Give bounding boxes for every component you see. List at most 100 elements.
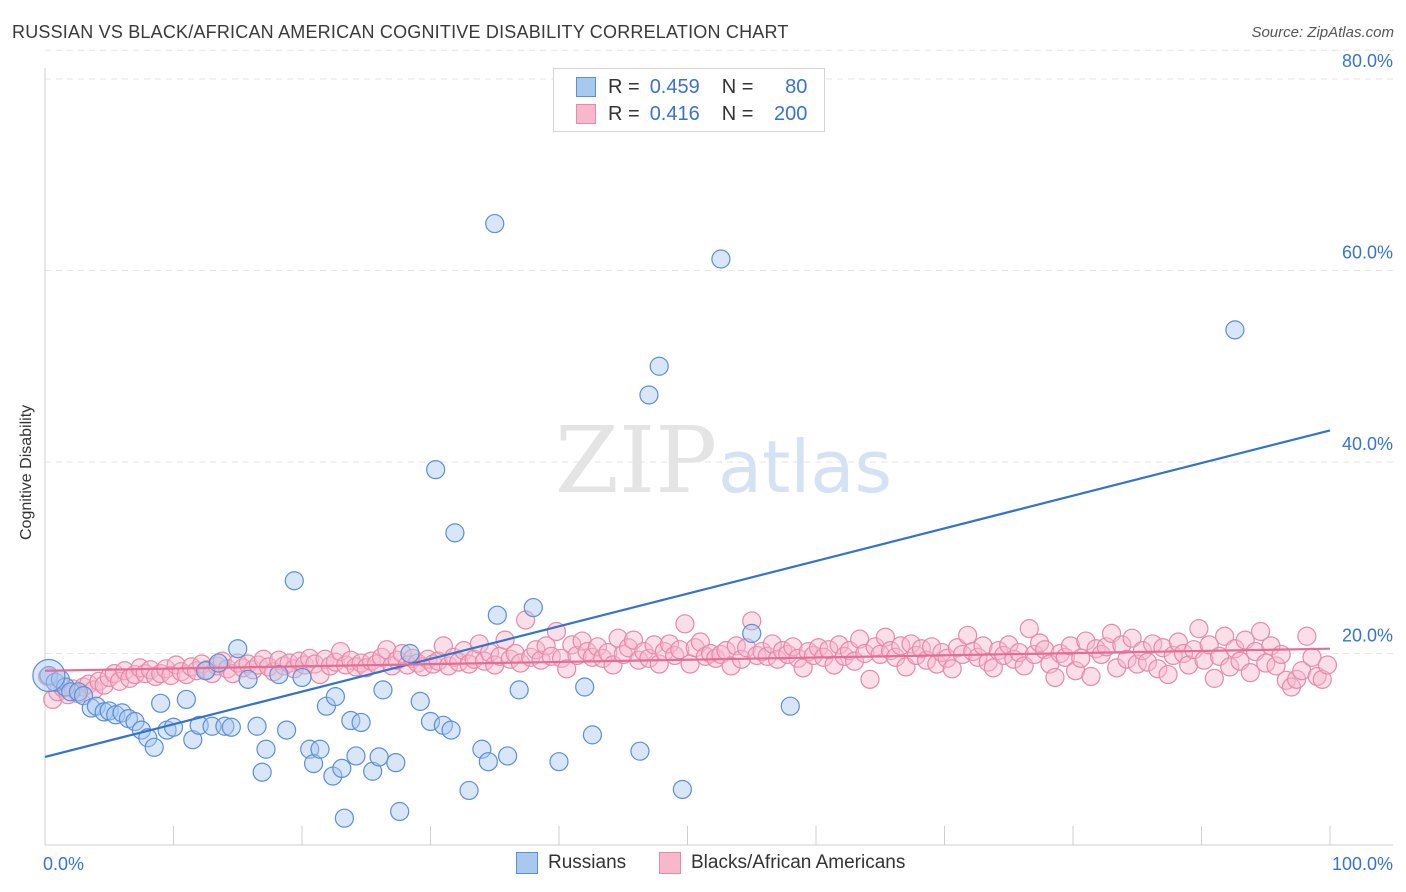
point-blacks: [587, 637, 608, 657]
point-blacks: [1158, 664, 1178, 685]
point-russians: [386, 753, 406, 773]
point-blacks: [1122, 628, 1142, 648]
point-blacks: [747, 645, 767, 666]
point-blacks: [659, 634, 680, 654]
point-russians: [247, 716, 267, 736]
x-tick-label-left: 0.0%: [43, 854, 84, 874]
point-blacks: [783, 637, 803, 657]
point-blacks: [1045, 667, 1065, 688]
tick-labels: 20.0% 40.0% 60.0% 80.0% 0.0% 100.0%: [43, 51, 1393, 874]
point-blacks: [1112, 635, 1132, 655]
point-russians: [228, 639, 248, 659]
point-blacks: [1297, 626, 1317, 646]
point-blacks: [1251, 621, 1271, 642]
watermark-atlas: atlas: [718, 425, 892, 509]
point-blacks: [737, 638, 757, 658]
point-russians: [163, 717, 184, 737]
point-russians: [151, 693, 171, 713]
point-russians: [221, 717, 241, 737]
point-blacks: [593, 648, 613, 668]
point-russians: [649, 356, 669, 376]
point-blacks: [860, 669, 880, 689]
point-blacks: [1204, 668, 1224, 688]
point-russians: [1225, 320, 1245, 340]
bottom-legend-swatch-russians: [516, 852, 538, 874]
point-blacks: [721, 656, 741, 676]
point-blacks: [850, 629, 870, 649]
point-blacks: [942, 659, 962, 679]
point-blacks: [1240, 663, 1260, 683]
point-russians: [238, 669, 258, 689]
point-blacks: [1132, 641, 1152, 661]
trend-line-russians: [44, 429, 1331, 758]
point-russians: [86, 696, 107, 716]
point-russians: [346, 746, 366, 766]
point-russians: [300, 739, 320, 759]
point-blacks: [1148, 659, 1168, 679]
point-blacks: [1271, 644, 1291, 665]
legend-n-label: N =: [721, 102, 754, 125]
point-russians: [144, 737, 164, 757]
point-blacks: [1220, 657, 1240, 677]
point-blacks: [161, 665, 181, 686]
chart-title: RUSSIAN VS BLACK/AFRICAN AMERICAN COGNIT…: [12, 22, 789, 42]
point-blacks: [829, 635, 849, 655]
point-russians: [334, 808, 355, 828]
point-russians: [310, 739, 330, 759]
point-blacks: [1173, 643, 1194, 664]
point-russians: [575, 677, 595, 697]
point-russians: [176, 689, 196, 710]
point-russians: [269, 664, 289, 685]
point-blacks: [870, 644, 890, 665]
point-russians: [215, 716, 235, 736]
point-blacks: [1081, 666, 1101, 687]
bottom-legend-label-russians: Russians: [548, 852, 627, 873]
legend-r-label: R =: [608, 102, 640, 125]
point-russians: [410, 691, 430, 711]
point-blacks: [392, 643, 412, 664]
point-russians: [472, 739, 492, 759]
point-russians: [363, 761, 383, 781]
point-blacks: [1312, 669, 1332, 689]
source-label: Source: ZipAtlas.com: [1251, 24, 1394, 41]
axes: [44, 68, 1393, 846]
point-blacks: [1143, 634, 1163, 654]
point-blacks: [983, 658, 1003, 678]
bottom-legend-swatch-blacks: [659, 852, 681, 874]
point-blacks: [1137, 652, 1158, 672]
point-russians: [523, 597, 543, 618]
point-russians: [487, 605, 507, 625]
trend-line-blacks: [44, 647, 1331, 672]
point-blacks: [644, 635, 664, 655]
point-blacks: [536, 636, 556, 656]
point-russians: [369, 747, 389, 767]
legend-r-value-russians: 0.459: [649, 75, 700, 98]
legend-row-russians: R = 0.459 N = 80: [576, 75, 807, 99]
point-russians: [400, 643, 420, 664]
point-blacks: [1209, 646, 1230, 666]
x-tick-label-right: 100.0%: [1332, 854, 1393, 874]
point-blacks: [1317, 655, 1338, 675]
point-blacks: [1184, 640, 1204, 660]
point-blacks: [1076, 631, 1096, 651]
legend-row-blacks: R = 0.416 N = 200: [576, 102, 807, 126]
legend-n-label: N =: [721, 75, 754, 98]
point-blacks: [89, 671, 109, 691]
point-russians: [292, 667, 312, 688]
point-blacks: [1060, 636, 1081, 656]
legend-n-value-blacks: 200: [774, 102, 808, 125]
legend: R = 0.459 N = 80 R = 0.416 N = 200: [553, 68, 825, 132]
point-russians: [498, 746, 518, 766]
point-russians: [630, 741, 650, 761]
bottom-legend-blacks: Blacks/African Americans: [659, 852, 905, 874]
y-tick-label: 20.0%: [1342, 626, 1393, 646]
y-tick-label: 60.0%: [1342, 243, 1393, 263]
point-russians: [373, 680, 393, 700]
watermark: ZIP atlas: [555, 407, 892, 514]
point-russians: [549, 752, 569, 772]
point-blacks: [762, 634, 782, 654]
point-russians: [276, 720, 297, 740]
point-russians: [582, 725, 603, 745]
point-blacks: [145, 666, 166, 687]
